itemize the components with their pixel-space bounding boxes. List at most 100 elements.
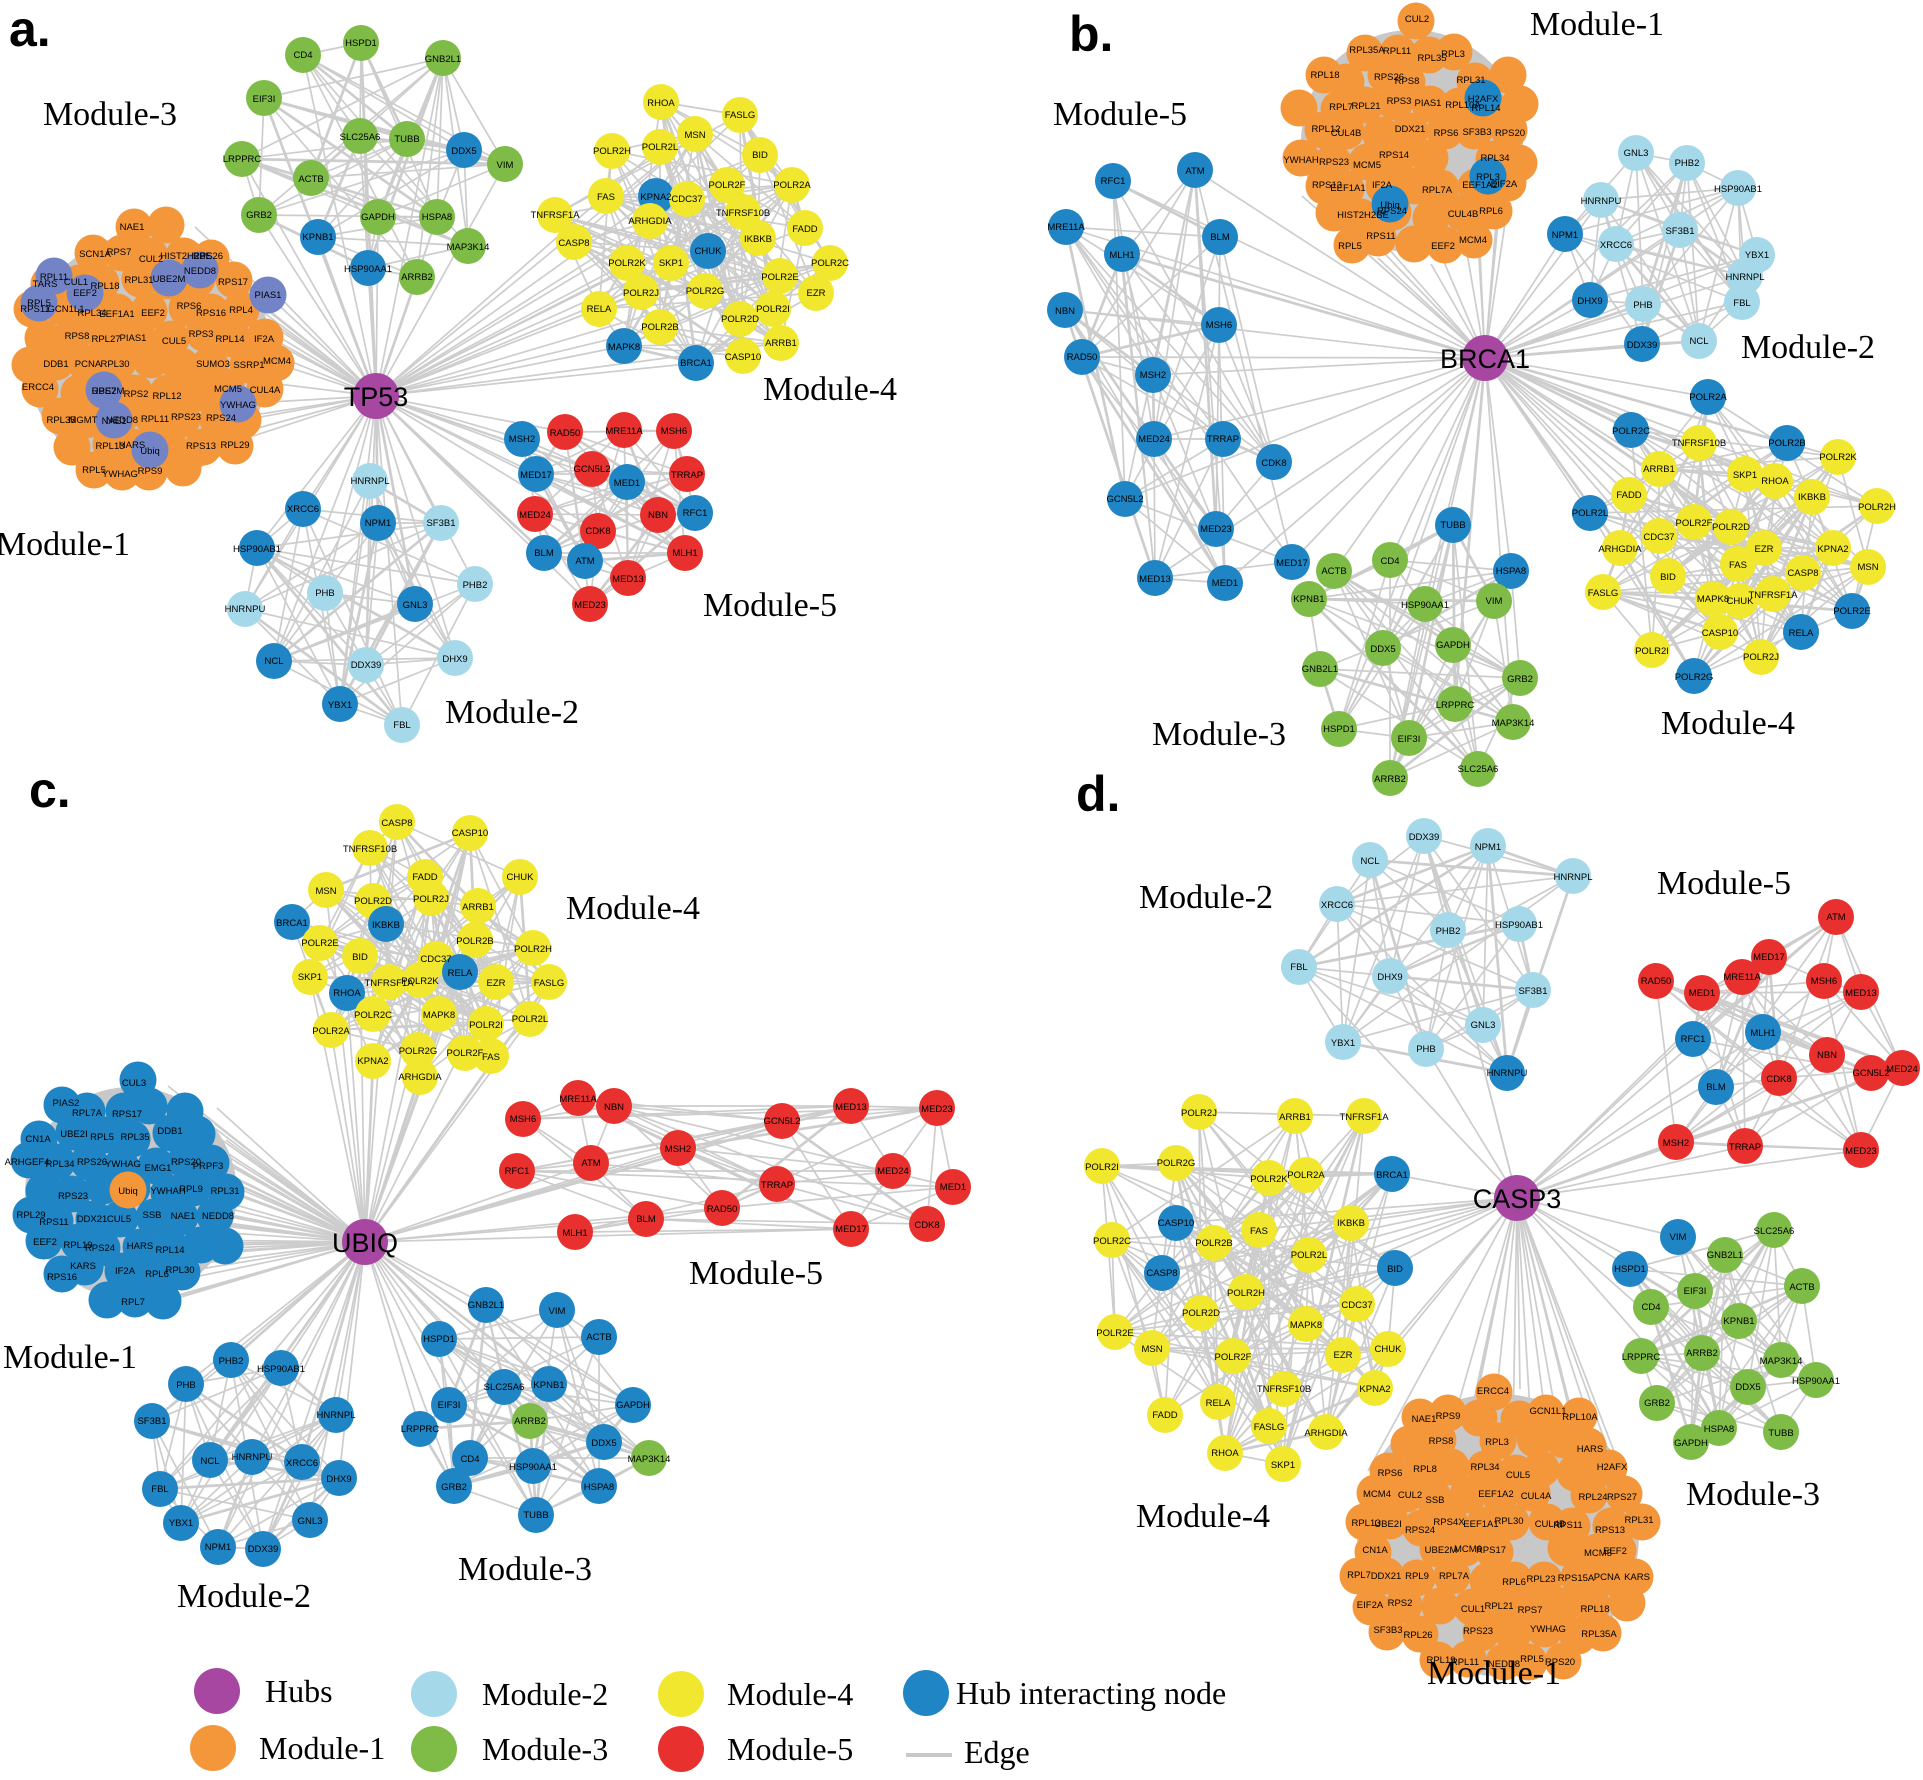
svg-text:RPL6: RPL6 [1502, 1577, 1526, 1588]
svg-text:RFC1: RFC1 [683, 508, 708, 519]
svg-text:RPS17: RPS17 [1476, 1545, 1506, 1556]
svg-text:SUMO3: SUMO3 [196, 359, 230, 370]
svg-text:Module-5: Module-5 [727, 1731, 853, 1767]
svg-text:CN1A: CN1A [25, 1134, 51, 1145]
svg-text:Module-3: Module-3 [458, 1551, 592, 1588]
svg-text:FAS: FAS [482, 1052, 500, 1063]
svg-text:POLR2L: POLR2L [1291, 1250, 1327, 1261]
svg-text:FAS: FAS [1729, 560, 1747, 571]
svg-text:BRCA1: BRCA1 [276, 918, 308, 929]
svg-text:MCM6: MCM6 [1454, 1544, 1482, 1555]
svg-text:ACTB: ACTB [1789, 1282, 1814, 1293]
svg-text:MCM5: MCM5 [214, 384, 242, 395]
svg-text:GRB2: GRB2 [1507, 674, 1533, 685]
svg-text:CASP10: CASP10 [1158, 1218, 1194, 1229]
svg-text:CD4: CD4 [293, 50, 312, 61]
svg-text:FBL: FBL [1290, 962, 1307, 973]
svg-text:NEDD8: NEDD8 [1488, 1659, 1520, 1670]
svg-text:EZR: EZR [487, 978, 506, 989]
svg-text:RPL13: RPL13 [95, 441, 124, 452]
svg-text:Edge: Edge [964, 1734, 1030, 1770]
svg-text:CD4: CD4 [1641, 1302, 1660, 1313]
svg-text:CASP8: CASP8 [558, 238, 589, 249]
svg-text:ARRB1: ARRB1 [462, 902, 494, 913]
svg-text:FASLG: FASLG [1254, 1422, 1285, 1433]
svg-text:ARRB2: ARRB2 [1686, 1348, 1718, 1359]
svg-text:Module-3: Module-3 [1152, 716, 1286, 753]
svg-text:RPS16: RPS16 [47, 1272, 77, 1283]
svg-text:NCL: NCL [264, 656, 283, 667]
svg-text:EEF2: EEF2 [33, 1237, 57, 1248]
svg-text:Module-1: Module-1 [3, 1339, 137, 1376]
svg-text:SCN1A: SCN1A [79, 249, 111, 260]
svg-text:RPL11: RPL11 [1383, 46, 1411, 57]
svg-text:POLR2K: POLR2K [401, 976, 439, 987]
svg-text:GRB2: GRB2 [246, 210, 272, 221]
svg-text:Module-3: Module-3 [1686, 1476, 1820, 1513]
svg-text:DDX21: DDX21 [1371, 1571, 1402, 1582]
svg-text:TNFRSF1A: TNFRSF1A [530, 210, 580, 221]
svg-text:RPL10A: RPL10A [1445, 100, 1481, 111]
svg-text:HIST2H2BE: HIST2H2BE [1337, 210, 1389, 221]
svg-text:CUL4B: CUL4B [1448, 209, 1479, 220]
svg-text:POLR2E: POLR2E [301, 938, 339, 949]
svg-text:RPL14: RPL14 [155, 1245, 184, 1256]
svg-text:FASLG: FASLG [534, 978, 565, 989]
svg-text:BRCA1: BRCA1 [680, 358, 712, 369]
svg-text:HSP90AA1: HSP90AA1 [1792, 1376, 1840, 1387]
svg-text:YBX1: YBX1 [328, 700, 352, 711]
svg-text:CASP8: CASP8 [1146, 1268, 1177, 1279]
svg-text:NCL: NCL [1689, 336, 1708, 347]
svg-text:DDX39: DDX39 [1409, 832, 1440, 843]
svg-text:ARRB1: ARRB1 [1643, 464, 1675, 475]
svg-text:PHB2: PHB2 [1436, 926, 1461, 937]
svg-text:DDB1: DDB1 [43, 359, 68, 370]
svg-text:RPS26: RPS26 [1374, 72, 1404, 83]
svg-text:MED24: MED24 [1886, 1064, 1918, 1075]
svg-text:IKBKB: IKBKB [1798, 492, 1826, 503]
svg-text:POLR2E: POLR2E [761, 272, 799, 283]
svg-text:MAPK8: MAPK8 [1290, 1320, 1322, 1331]
svg-text:GCN5L2: GCN5L2 [1107, 494, 1144, 505]
svg-text:MCM4: MCM4 [1459, 235, 1487, 246]
svg-text:FADD: FADD [792, 224, 817, 235]
svg-text:RPL24: RPL24 [1578, 1492, 1607, 1503]
svg-text:HNRNPU: HNRNPU [1487, 1068, 1528, 1079]
svg-text:POLR2F: POLR2F [1676, 518, 1713, 529]
svg-text:POLR2I: POLR2I [1635, 646, 1669, 657]
svg-text:CHUK: CHUK [1375, 1344, 1403, 1355]
svg-text:NBN: NBN [648, 510, 668, 521]
svg-text:RPS8: RPS8 [1429, 1436, 1454, 1447]
svg-text:CUL2: CUL2 [1405, 14, 1429, 25]
svg-text:GCN5L2: GCN5L2 [1853, 1068, 1890, 1079]
svg-text:EEF1A2: EEF1A2 [1478, 1489, 1513, 1500]
svg-text:SF3B1: SF3B1 [1518, 986, 1547, 997]
svg-text:KARS: KARS [70, 1261, 96, 1272]
svg-text:RPS17: RPS17 [112, 1109, 142, 1120]
svg-text:BID: BID [352, 952, 368, 963]
svg-text:RPL14: RPL14 [215, 334, 244, 345]
svg-text:RPL14: RPL14 [1471, 103, 1500, 114]
svg-text:Ubiq: Ubiq [1380, 200, 1400, 211]
svg-text:LRPPRC: LRPPRC [1436, 700, 1475, 711]
svg-text:GAPDH: GAPDH [1436, 640, 1470, 651]
svg-text:RPL30: RPL30 [100, 359, 129, 370]
svg-text:MAP3K14: MAP3K14 [1760, 1356, 1803, 1367]
svg-text:TARS: TARS [33, 279, 58, 290]
svg-text:SSB: SSB [1425, 1495, 1444, 1506]
svg-text:FADD: FADD [412, 872, 437, 883]
svg-text:RPS23: RPS23 [1319, 157, 1349, 168]
svg-text:EEF1A1: EEF1A1 [99, 309, 134, 320]
svg-text:Module-1: Module-1 [1530, 6, 1664, 43]
svg-text:RPL18: RPL18 [1580, 1604, 1609, 1615]
svg-text:FAS: FAS [1250, 1226, 1268, 1237]
svg-text:SSRP1: SSRP1 [233, 360, 264, 371]
svg-text:YBX1: YBX1 [1745, 250, 1769, 261]
svg-text:YWHAG: YWHAG [220, 400, 256, 411]
svg-text:RPL11: RPL11 [1451, 1657, 1479, 1668]
svg-text:MCM5: MCM5 [1584, 1548, 1612, 1559]
svg-text:UBE2M: UBE2M [1425, 1545, 1458, 1556]
svg-text:Module-1: Module-1 [1427, 1655, 1561, 1692]
svg-text:POLR2C: POLR2C [811, 258, 849, 269]
svg-text:MAPK8: MAPK8 [423, 1010, 455, 1021]
